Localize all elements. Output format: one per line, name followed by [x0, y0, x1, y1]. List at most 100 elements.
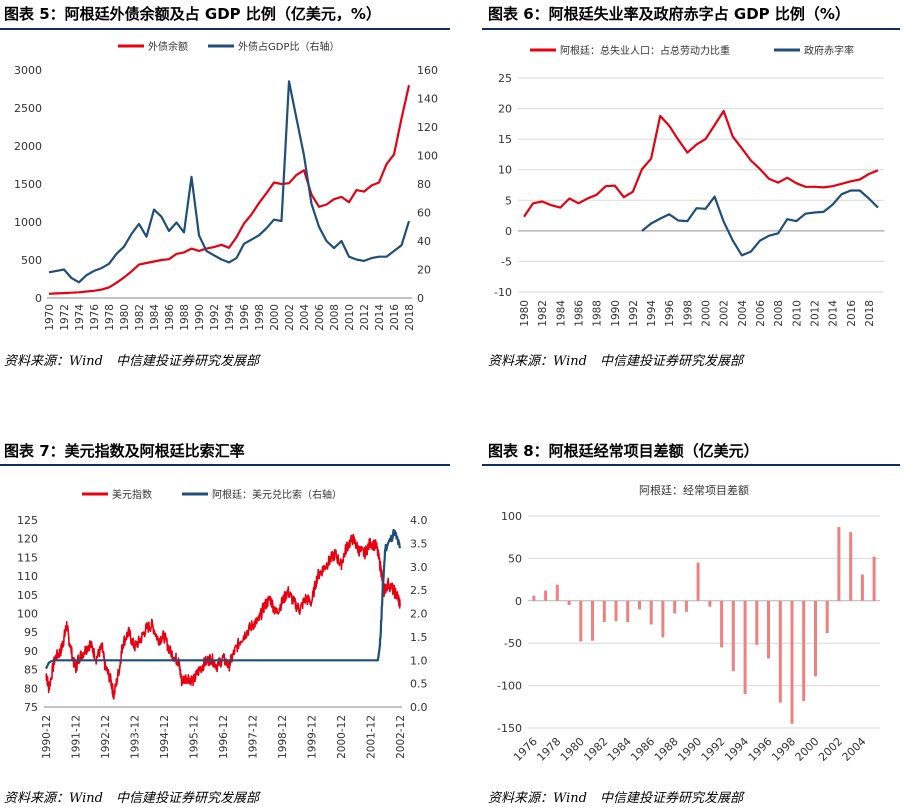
- y-tick-label: 0: [515, 595, 522, 608]
- bar-1977: [544, 590, 548, 601]
- x-tick-label: 1978: [104, 304, 116, 331]
- y-tick-label: 5: [505, 194, 512, 207]
- x-tick-label: 1988: [179, 304, 191, 331]
- y2-tick-label: 3.0: [410, 561, 428, 574]
- y-tick-label: 90: [24, 645, 38, 658]
- legend-label: 阿根廷：美元兑比索（右轴）: [212, 488, 342, 501]
- y-tick-label: 3000: [14, 64, 42, 77]
- x-tick-label: 1998: [769, 735, 798, 764]
- series-line-dollar-index: [45, 533, 401, 700]
- legend-label: 外债余额: [148, 40, 188, 53]
- legend-label: 美元指数: [112, 488, 152, 501]
- x-tick-label: 1994-12: [159, 715, 171, 759]
- bar-1986: [649, 600, 653, 625]
- x-tick-label: 2004: [299, 304, 311, 331]
- x-tick-label: 1984: [149, 304, 161, 331]
- x-tick-label: 2004: [737, 300, 749, 327]
- y2-tick-label: 1.5: [410, 631, 428, 644]
- x-tick-label: 1986: [628, 735, 657, 764]
- y-tick-label: 95: [24, 626, 38, 639]
- series-line-debt-to-gdp: [48, 80, 411, 284]
- y2-tick-label: 120: [417, 121, 438, 134]
- y-tick-label: 75: [24, 701, 38, 714]
- x-tick-label: 1974: [74, 304, 86, 331]
- y-tick-label: -5: [501, 255, 512, 268]
- bar-1987: [661, 600, 665, 638]
- x-tick-label: 1992: [699, 735, 728, 764]
- legend-label: 外债占GDP比（右轴）: [238, 40, 339, 53]
- bar-1999: [802, 600, 806, 701]
- x-tick-label: 1992: [628, 300, 640, 327]
- series-line-deficit: [641, 189, 879, 257]
- x-tick-label: 1982: [581, 735, 610, 764]
- bar-1988: [673, 600, 677, 614]
- bar-2004: [860, 574, 864, 601]
- chart-svg: 美元指数 阿根廷：美元兑比索（右轴） 75 80 85 90 95 100 105 110 115 1…: [17, 488, 428, 759]
- y2-tick-label: 60: [417, 207, 431, 220]
- legend-label: 阿根廷：总失业人口：占总劳动力比重: [560, 44, 730, 57]
- y2-tick-label: 3.5: [410, 537, 428, 550]
- y-tick-label: -10: [494, 286, 512, 299]
- x-tick-label: 1992: [209, 304, 221, 331]
- title-rule: [482, 28, 900, 30]
- x-tick-label: 1982: [134, 304, 146, 331]
- bar-2001: [825, 600, 829, 633]
- y-tick-label: 50: [508, 552, 522, 565]
- x-tick-label: 1988: [592, 300, 604, 327]
- y-tick-label: 25: [498, 72, 512, 85]
- x-tick-label: 2012: [809, 300, 821, 327]
- x-tick-label: 1996-12: [218, 715, 230, 759]
- y-tick-label: 85: [24, 664, 38, 677]
- bar-2002: [837, 527, 841, 601]
- x-tick-label: 1978: [534, 735, 563, 764]
- x-tick-label: 2002: [284, 304, 296, 331]
- y-tick-label: 125: [17, 514, 38, 527]
- chart-panel-7: 图表 7：美元指数及阿根廷比索汇率 美元指数 阿根廷：美元兑比索（右轴） 75 80 8…: [0, 432, 452, 807]
- chart-panel-8: 图表 8：阿根廷经常项目差额（亿美元） 阿根廷：经常项目差额 -150 -100 -5…: [482, 432, 904, 807]
- x-tick-label: 1999-12: [307, 715, 319, 759]
- y-tick-label: 2500: [14, 102, 42, 115]
- x-tick-label: 1993-12: [130, 715, 142, 759]
- y-tick-label: 115: [17, 551, 38, 564]
- x-tick-label: 2000-12: [336, 715, 348, 759]
- y2-tick-label: 2.0: [410, 608, 428, 621]
- x-tick-label: 1995-12: [189, 715, 201, 759]
- bar-1992: [720, 600, 724, 648]
- x-tick-label: 2012: [359, 304, 371, 331]
- y2-tick-label: 4.0: [410, 514, 428, 527]
- x-tick-label: 1998-12: [277, 715, 289, 759]
- source-note: 资料来源：Wind 中信建投证券研究发展部: [488, 354, 743, 369]
- x-tick-label: 1970: [44, 304, 56, 331]
- bar-1991: [708, 600, 712, 607]
- chart-panel-5: 图表 5：阿根廷外债余额及占 GDP 比例（亿美元，%） 外债余额 外债占GDP比…: [0, 0, 452, 380]
- bar-1976: [532, 595, 536, 601]
- y2-tick-label: 0: [417, 292, 424, 305]
- y-tick-label: -50: [504, 637, 522, 650]
- y2-tick-label: 20: [417, 264, 431, 277]
- bar-1980: [579, 600, 583, 642]
- chart-svg: 阿根廷：经常项目差额-150-100-500501001976197819801…: [497, 483, 880, 764]
- y2-tick-label: 0.0: [410, 701, 428, 714]
- bar-2005: [872, 556, 876, 601]
- y-tick-label: 80: [24, 682, 38, 695]
- y-tick-label: 0: [505, 225, 512, 238]
- y-tick-label: 120: [17, 533, 38, 546]
- y-tick-label: 100: [17, 608, 38, 621]
- x-tick-label: 2002: [816, 735, 845, 764]
- legend-label: 政府赤字率: [804, 44, 854, 57]
- y-tick-label: 1500: [14, 178, 42, 191]
- x-tick-label: 1996: [239, 304, 251, 331]
- title-rule: [482, 464, 900, 466]
- bar-1979: [567, 600, 571, 605]
- y-tick-label: -100: [497, 680, 522, 693]
- x-tick-label: 1994: [646, 300, 658, 327]
- x-tick-label: 2000: [269, 304, 281, 331]
- x-tick-label: 1994: [722, 735, 751, 764]
- x-tick-label: 2014: [828, 300, 840, 327]
- bar-1983: [614, 600, 618, 622]
- y-tick-label: 105: [17, 589, 38, 602]
- bar-2000: [814, 600, 817, 677]
- chart-svg: 阿根廷：总失业人口：占总劳动力比重 政府赤字率 -10 -5 0 5 10 15 20 25 198…: [494, 44, 884, 327]
- bar-1990: [696, 562, 700, 601]
- x-tick-label: 1972: [59, 304, 71, 331]
